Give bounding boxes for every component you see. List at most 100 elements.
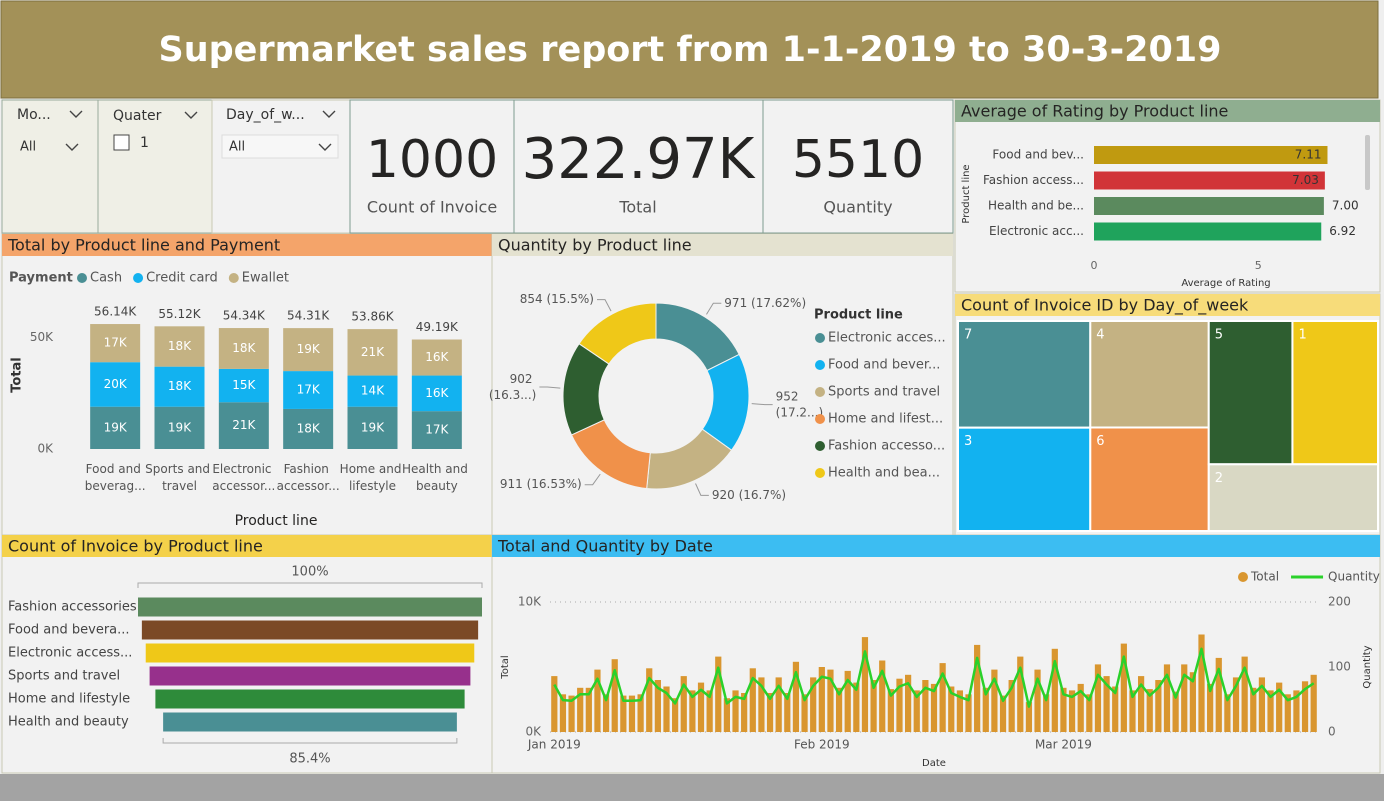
bar-segment (154, 366, 205, 407)
panel-title-bar (492, 234, 953, 256)
bar (853, 682, 860, 732)
data-label: 7.11 (1295, 148, 1322, 162)
bar (1310, 674, 1317, 732)
weekday-slicer[interactable] (211, 99, 351, 234)
legend-label: Credit card (146, 271, 218, 286)
header-bar (0, 0, 1379, 99)
bar (974, 644, 981, 732)
y-axis-title: Total (10, 357, 25, 393)
slicer-value[interactable]: All (229, 140, 245, 155)
bar (620, 695, 627, 732)
chevron[interactable] (322, 110, 336, 118)
month-slicer[interactable] (1, 99, 99, 234)
bar (1258, 677, 1266, 732)
bar (1172, 691, 1179, 732)
leader-line (584, 473, 601, 486)
funnel-bar (149, 666, 471, 686)
bar (611, 659, 618, 732)
bar (1276, 682, 1283, 732)
bar-segment (90, 362, 141, 407)
bar (715, 656, 722, 732)
leader-line (706, 302, 722, 315)
funnel-bar (138, 597, 482, 617)
bar-segment (218, 368, 269, 403)
bar (602, 694, 610, 732)
leader-line (695, 483, 709, 496)
bar (1163, 664, 1171, 732)
legend-marker (815, 387, 825, 397)
bar (1137, 676, 1145, 732)
bar (646, 668, 653, 732)
total-label: 54.31K (287, 309, 330, 323)
legend-label: Cash (90, 271, 122, 286)
bar (654, 680, 661, 732)
y-tick-label: Electronic acc... (989, 224, 1084, 238)
panel (954, 99, 1381, 293)
bar (672, 698, 679, 732)
legend-marker (815, 468, 825, 478)
bar (637, 694, 644, 732)
category-label: Electronic access... (8, 646, 132, 661)
bar (1103, 676, 1110, 732)
data-label: 7.03 (1292, 173, 1319, 187)
chevron[interactable] (318, 143, 332, 151)
bar (568, 695, 575, 732)
pie-slice (578, 302, 657, 365)
legend-marker (815, 333, 825, 343)
bar (844, 670, 851, 732)
bar (870, 680, 877, 732)
bar (723, 698, 731, 732)
charts: Total by Product line and Payment Payment… (1, 99, 1381, 774)
legend-label: Fashion accesso... (828, 439, 945, 454)
leader-line (539, 386, 561, 389)
bar (1120, 643, 1127, 732)
card-label: Quantity (823, 198, 892, 217)
bar-segment (347, 375, 398, 407)
bar (879, 660, 886, 732)
y-axis-title: Total (500, 655, 511, 679)
bar (810, 677, 817, 732)
data-label: 16K (425, 386, 449, 400)
quarter-slicer[interactable] (97, 99, 213, 234)
bar (1129, 690, 1136, 732)
data-label: 14K (361, 384, 385, 398)
bar (1017, 656, 1024, 732)
bar (1094, 171, 1325, 190)
bar (1094, 146, 1328, 164)
chevron[interactable] (65, 143, 79, 151)
category-label: Food and bevera... (8, 623, 130, 638)
legend-title: Payment (9, 271, 73, 286)
data-label: 7.00 (1332, 199, 1359, 213)
bar (689, 690, 696, 732)
bar (835, 687, 843, 732)
bar-segment (283, 408, 334, 449)
data-label: 18K (168, 339, 192, 353)
dropdown[interactable] (221, 134, 339, 159)
bar (1077, 683, 1084, 732)
bar (585, 687, 592, 732)
y-axis-title: Product line (961, 164, 972, 223)
bar-segment (411, 339, 462, 376)
card-value: 322.97K (522, 127, 756, 192)
chart-title: Average of Rating by Product line (961, 102, 1228, 121)
bar-segment (218, 328, 269, 369)
funnel-bracket (162, 738, 458, 744)
data-label: 18K (168, 379, 192, 393)
chevron[interactable] (69, 110, 83, 118)
bar-segment (283, 371, 334, 409)
data-label: 902 (16.3...) (489, 371, 537, 401)
chevron[interactable] (184, 111, 198, 119)
panel-title-bar (955, 294, 1380, 316)
x-tick-label: Health and beauty (402, 462, 472, 493)
data-label: 21K (361, 345, 385, 359)
slicer-option[interactable]: 1 (140, 135, 149, 151)
treemap-cell (1089, 320, 1210, 429)
checkbox[interactable] (113, 134, 130, 151)
slicer-value[interactable]: All (20, 140, 36, 155)
legend-label: Food and bever... (828, 358, 940, 373)
bar (732, 690, 739, 732)
legend-label: Total (1250, 570, 1279, 584)
cell-label: 4 (1096, 328, 1104, 343)
legend-title: Product line (814, 308, 903, 323)
